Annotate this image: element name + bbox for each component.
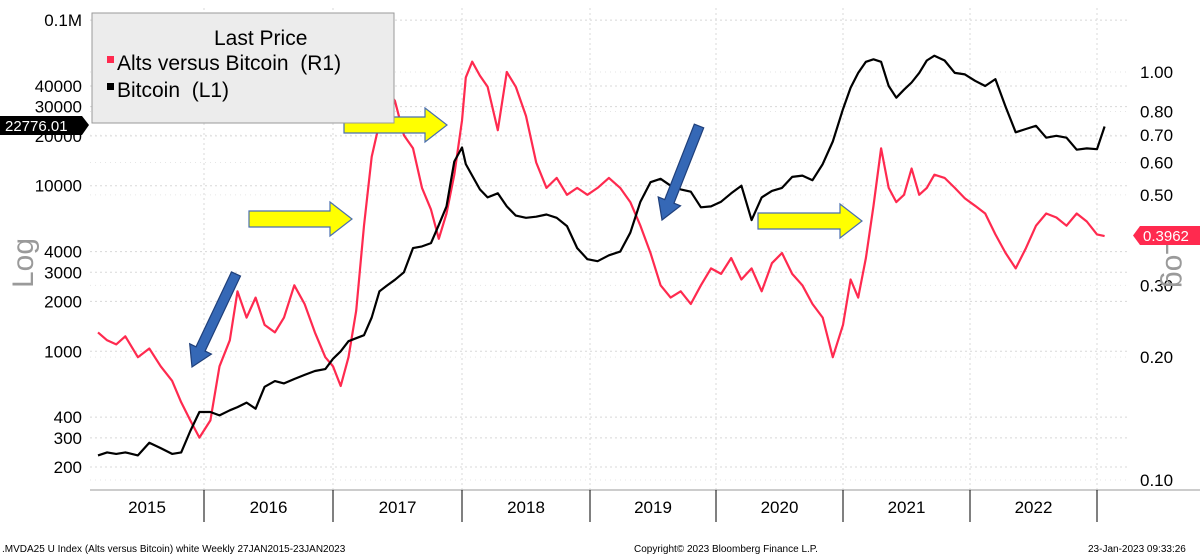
left-tick-label: 1000 bbox=[44, 342, 82, 361]
right-tick-label: 0.80 bbox=[1140, 103, 1173, 122]
blue-arrow-annotation bbox=[657, 123, 705, 222]
right-tick-label: 0.70 bbox=[1140, 126, 1173, 145]
x-tick-label-2016: 2016 bbox=[250, 498, 288, 517]
grid bbox=[90, 8, 1128, 490]
x-tick-label-2020: 2020 bbox=[761, 498, 799, 517]
legend-label-alts: Alts versus Bitcoin (R1) bbox=[117, 52, 341, 75]
left-tick-label: 200 bbox=[54, 458, 82, 477]
left-tick-label: 400 bbox=[54, 408, 82, 427]
right-tick-label: 0.60 bbox=[1140, 154, 1173, 173]
legend-box bbox=[91, 12, 395, 124]
right-tick-label: 0.10 bbox=[1140, 471, 1173, 490]
legend: Last Price Alts versus Bitcoin (R1) Bitc… bbox=[91, 12, 395, 124]
x-tick-label-2015: 2015 bbox=[128, 498, 166, 517]
left-tick-label: 2000 bbox=[44, 292, 82, 311]
left-tick-label: 0.1M bbox=[44, 11, 82, 30]
bitcoin-last-value-label: 22776.01 bbox=[5, 118, 68, 135]
blue-arrow-annotation bbox=[188, 271, 242, 369]
left-tick-label: 300 bbox=[54, 429, 82, 448]
x-tick-label-2021: 2021 bbox=[888, 498, 926, 517]
x-tick-label-2019: 2019 bbox=[634, 498, 672, 517]
series-line-bitcoin bbox=[97, 54, 1106, 457]
last-value-tags: 22776.01 0.3962 bbox=[0, 116, 1200, 245]
right-tick-label: 0.50 bbox=[1140, 186, 1173, 205]
x-tick-label-2017: 2017 bbox=[379, 498, 417, 517]
right-tick-label: 0.30 bbox=[1140, 276, 1173, 295]
axes: 2015 2016 2017 2018 2019 2020 2021 20220.1M4000… bbox=[7, 11, 1200, 522]
right-axis-title: Log bbox=[1159, 238, 1192, 288]
annotation-arrows bbox=[188, 106, 863, 369]
right-tick-label: 0.20 bbox=[1140, 348, 1173, 367]
right-tick-label: 1.00 bbox=[1140, 63, 1173, 82]
left-tick-label: 4000 bbox=[44, 243, 82, 262]
left-tick-label: 3000 bbox=[44, 263, 82, 282]
yellow-arrow-annotation bbox=[248, 200, 353, 238]
x-tick-label-2022: 2022 bbox=[1015, 498, 1053, 517]
series bbox=[97, 54, 1106, 457]
x-tick-label-2018: 2018 bbox=[507, 498, 545, 517]
yellow-arrow-annotation bbox=[757, 202, 863, 240]
series-line-alts-vs-bitcoin bbox=[97, 60, 1105, 439]
alts-last-value-tag bbox=[1133, 226, 1200, 245]
legend-swatch-bitcoin bbox=[107, 83, 114, 90]
footer-copyright: Copyright© 2023 Bloomberg Finance L.P. bbox=[634, 544, 818, 555]
legend-title: Last Price bbox=[214, 27, 307, 50]
left-axis-title: Log bbox=[7, 238, 40, 288]
legend-swatch-alts bbox=[107, 56, 114, 63]
footer-source: .MVDA25 U Index (Alts versus Bitcoin) wh… bbox=[2, 544, 346, 555]
left-tick-label: 40000 bbox=[35, 77, 82, 96]
footer-timestamp: 23-Jan-2023 09:33:26 bbox=[1088, 544, 1186, 555]
bitcoin-last-value-tag bbox=[0, 116, 89, 135]
left-tick-label: 10000 bbox=[35, 177, 82, 196]
left-tick-label: 30000 bbox=[35, 98, 82, 117]
alts-last-value-label: 0.3962 bbox=[1143, 228, 1189, 245]
legend-label-bitcoin: Bitcoin (L1) bbox=[117, 79, 229, 102]
